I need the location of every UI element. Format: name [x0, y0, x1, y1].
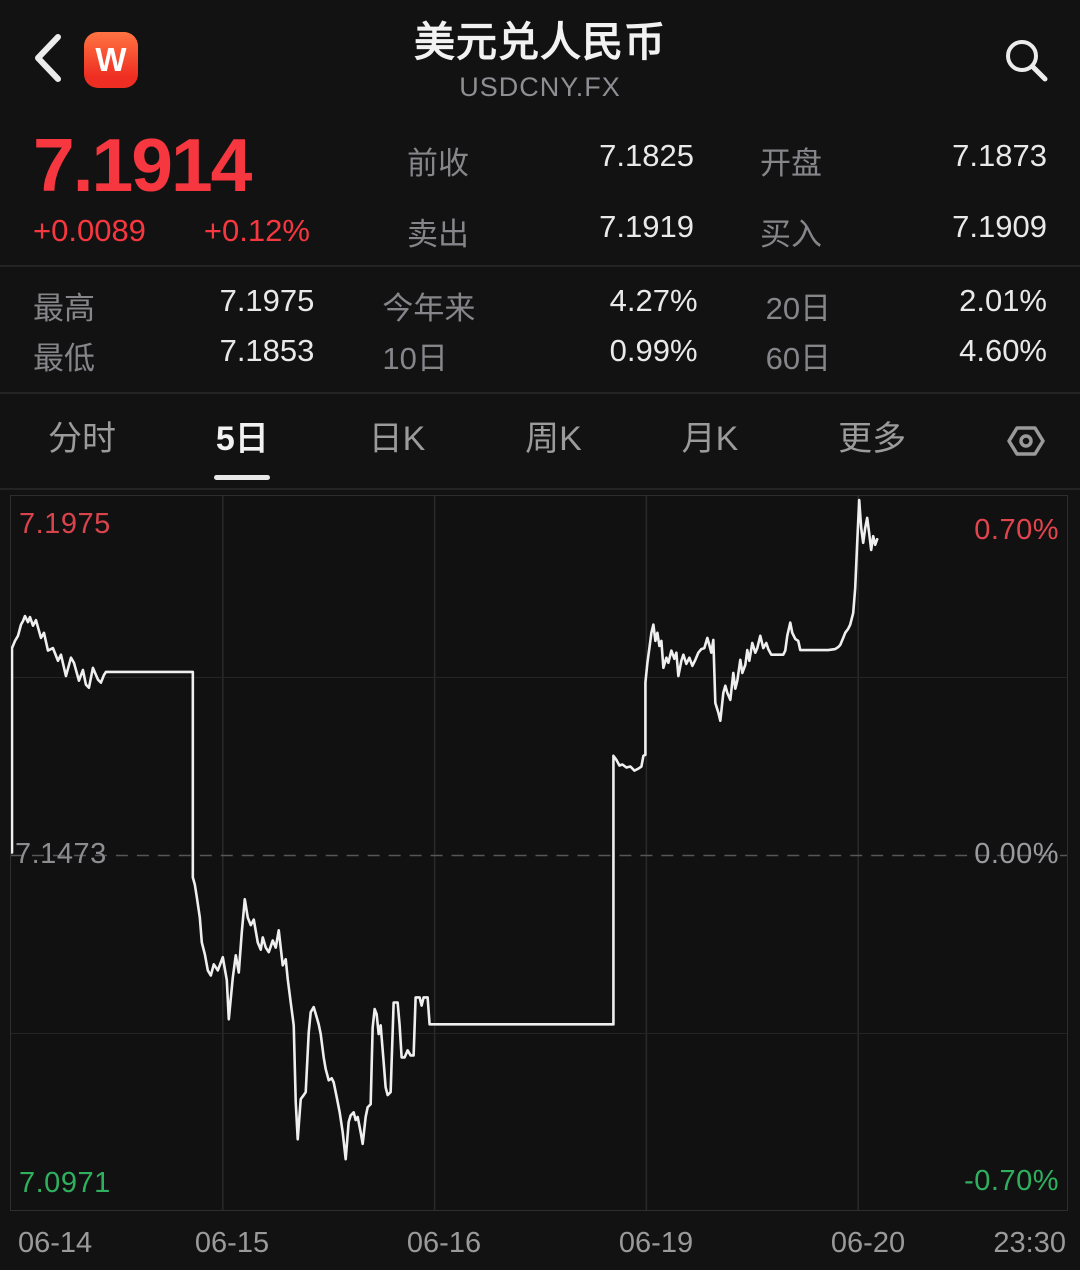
quote-field-prevclose: 前收 7.1825	[407, 138, 694, 183]
stat-label: 今年来	[382, 291, 476, 327]
stat-ytd: 今年来 4.27%	[382, 283, 697, 328]
chart-period-tabbar: 分时 5日 日K 周K 月K 更多	[0, 394, 1080, 488]
stat-low: 最低 7.1853	[33, 333, 314, 378]
chart-zero-percent-label: 0.00%	[974, 838, 1059, 871]
tab-daily-k[interactable]: 日K	[368, 419, 426, 458]
x-axis-label: 06-19	[618, 1227, 694, 1259]
stats-row: 最低 7.1853 10日 0.99% 60日 4.60%	[33, 333, 1047, 378]
x-axis-label: 06-20	[830, 1227, 906, 1259]
settings-hexagon-icon	[1004, 426, 1048, 465]
stat-10day: 10日 0.99%	[382, 333, 697, 378]
field-value: 7.1919	[599, 209, 694, 244]
price-change-percent: +0.12%	[203, 212, 310, 248]
price-block: 7.1914 +0.0089 +0.12%	[33, 124, 385, 265]
chart-high-price-label: 7.1975	[19, 508, 111, 540]
stat-20day: 20日 2.01%	[766, 283, 1047, 328]
x-axis-label: 23:30	[993, 1227, 1066, 1259]
chart-settings-button[interactable]	[1004, 421, 1048, 461]
stat-value: 4.60%	[959, 332, 1047, 368]
stat-60day: 60日 4.60%	[766, 333, 1047, 378]
quote-field-bid: 买入 7.1909	[760, 209, 1047, 254]
logo-letter: W	[95, 41, 127, 78]
stat-label: 最低	[33, 340, 95, 376]
tab-weekly-k[interactable]: 周K	[525, 419, 582, 458]
stat-value: 0.99%	[609, 332, 698, 368]
field-value: 7.1873	[952, 138, 1047, 173]
stats-section: 最高 7.1975 今年来 4.27% 20日 2.01% 最低 7.1853 …	[0, 267, 1080, 392]
stat-value: 4.27%	[609, 283, 698, 319]
stat-value: 2.01%	[959, 283, 1047, 319]
wind-app-logo[interactable]: W	[84, 32, 138, 88]
search-icon	[1000, 40, 1052, 90]
chevron-left-icon	[30, 31, 66, 90]
quote-field-open: 开盘 7.1873	[760, 138, 1047, 183]
search-button[interactable]	[1000, 34, 1052, 86]
section-divider	[0, 392, 1080, 394]
field-label: 开盘	[760, 146, 822, 181]
stat-value: 7.1853	[219, 332, 315, 368]
section-divider	[0, 488, 1080, 490]
x-axis-label: 06-14	[18, 1227, 93, 1259]
last-price: 7.1914	[33, 123, 252, 207]
price-change: +0.0089	[33, 212, 146, 248]
chart-high-percent-label: 0.70%	[974, 514, 1059, 546]
field-value: 7.1909	[952, 209, 1047, 244]
stat-high: 最高 7.1975	[33, 283, 314, 328]
quote-section: 7.1914 +0.0089 +0.12% 前收 7.1825 开盘 7.187…	[0, 118, 1080, 265]
stat-label: 10日	[382, 340, 448, 376]
tab-minute[interactable]: 分时	[48, 419, 116, 458]
quote-grid: 前收 7.1825 开盘 7.1873 卖出 7.1919 买入 7.1909	[385, 124, 1047, 265]
tab-5day[interactable]: 5日	[214, 395, 271, 488]
chart-canvas	[11, 496, 1067, 1210]
tab-more[interactable]: 更多	[838, 419, 907, 458]
stats-row: 最高 7.1975 今年来 4.27% 20日 2.01%	[33, 283, 1047, 328]
field-label: 卖出	[407, 217, 469, 252]
field-label: 买入	[760, 217, 822, 252]
page-title: 美元兑人民币	[414, 19, 666, 65]
field-value: 7.1825	[599, 138, 694, 173]
chart-section: 7.1975 0.70% 7.1473 0.00% 7.0971 -0.70%	[0, 490, 1080, 1215]
price-chart[interactable]: 7.1975 0.70% 7.1473 0.00% 7.0971 -0.70%	[10, 495, 1068, 1211]
x-axis-label: 06-15	[194, 1227, 270, 1259]
chart-low-price-label: 7.0971	[19, 1167, 111, 1199]
tab-monthly-k[interactable]: 月K	[681, 419, 739, 458]
field-label: 前收	[407, 146, 469, 181]
stat-value: 7.1975	[219, 283, 315, 319]
x-axis-label: 06-16	[406, 1227, 482, 1259]
stat-label: 最高	[33, 291, 95, 327]
stat-label: 20日	[765, 291, 832, 327]
stat-label: 60日	[765, 340, 832, 376]
chart-baseline-price-label: 7.1473	[15, 838, 107, 871]
header-bar: W 美元兑人民币 USDCNY.FX	[0, 0, 1080, 118]
chart-low-percent-label: -0.70%	[964, 1165, 1059, 1197]
x-axis: 06-14 06-15 06-16 06-19 06-20 23:30	[0, 1215, 1080, 1270]
symbol-subtitle: USDCNY.FX	[459, 72, 621, 102]
section-divider	[0, 265, 1080, 267]
back-button[interactable]	[30, 30, 80, 90]
quote-field-ask: 卖出 7.1919	[407, 209, 694, 254]
